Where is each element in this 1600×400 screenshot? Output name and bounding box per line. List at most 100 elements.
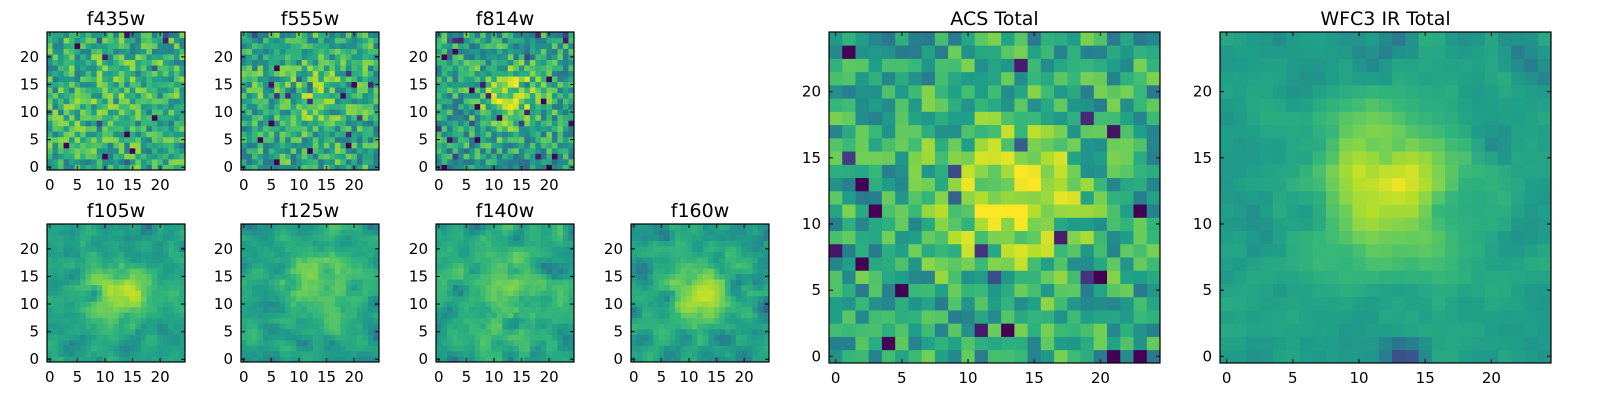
heatmap-cell (296, 87, 303, 94)
heatmap-cell (524, 48, 531, 55)
heatmap-cell (124, 136, 131, 143)
heatmap-cell (362, 87, 369, 94)
heatmap-cell (301, 32, 308, 38)
heatmap-cell (752, 323, 759, 330)
heatmap-cell (447, 87, 453, 94)
heatmap-cell (290, 147, 297, 154)
heatmap-cell (345, 224, 352, 230)
heatmap-cell (540, 279, 547, 286)
heatmap-cell (474, 317, 481, 324)
heatmap-cell (458, 268, 464, 275)
heatmap-cell (513, 262, 520, 269)
heatmap-cell (74, 153, 81, 160)
heatmap-cell (529, 350, 536, 357)
heatmap-cell (301, 114, 308, 121)
heatmap-cell (52, 125, 59, 132)
heatmap-cell (173, 32, 180, 38)
heatmap-cell (631, 240, 637, 247)
heatmap-cell (1093, 204, 1108, 218)
heatmap-cell (741, 240, 748, 247)
heatmap-cell (168, 32, 175, 38)
heatmap-cell (746, 251, 753, 258)
heatmap-cell (724, 246, 731, 252)
heatmap-cell (474, 334, 481, 341)
heatmap-cell (529, 284, 536, 291)
heatmap-cell (921, 190, 936, 205)
heatmap-cell (179, 334, 186, 341)
heatmap-cell (301, 120, 308, 127)
heatmap-cell (69, 334, 75, 341)
heatmap-cell (551, 87, 558, 94)
heatmap-cell (702, 246, 709, 252)
heatmap-cell (458, 295, 464, 302)
heatmap-cell (546, 142, 553, 149)
heatmap-cell (496, 356, 503, 363)
heatmap-cell (58, 59, 64, 66)
heatmap-cell (535, 334, 542, 341)
heatmap-cell (140, 268, 147, 275)
heatmap-cell (642, 240, 648, 247)
heatmap-cell (631, 268, 637, 275)
heatmap-cell (1001, 204, 1015, 218)
heatmap-cell (921, 349, 936, 364)
heatmap-cell (367, 147, 374, 154)
heatmap-cell (441, 301, 448, 308)
heatmap-cell (290, 262, 297, 269)
heatmap-cell (480, 268, 487, 275)
heatmap-cell (279, 323, 286, 330)
heatmap-cell (129, 37, 136, 44)
heatmap-cell (162, 70, 169, 77)
heatmap-cell (540, 229, 547, 236)
heatmap-cell (642, 224, 648, 230)
heatmap-cell (80, 98, 87, 105)
heatmap-cell (246, 295, 253, 302)
heatmap-cell (151, 345, 158, 352)
heatmap-cell (452, 290, 459, 297)
heatmap-cell (719, 240, 726, 247)
heatmap-cell (296, 114, 303, 121)
heatmap-cell (524, 164, 531, 171)
heatmap-cell (329, 54, 336, 60)
heatmap-cell (268, 103, 275, 110)
heatmap-cell (469, 120, 476, 127)
heatmap-cell (529, 32, 536, 38)
heatmap-cell (447, 43, 453, 49)
heatmap-cell (279, 339, 286, 346)
heatmap-cell (318, 273, 325, 280)
heatmap-cell (312, 76, 319, 83)
heatmap-cell (301, 70, 308, 77)
heatmap-cell (1133, 230, 1148, 245)
heatmap-cell (513, 120, 520, 127)
heatmap-cell (551, 114, 558, 121)
heatmap-cell (69, 48, 75, 55)
heatmap-cell (301, 229, 308, 236)
heatmap-cell (173, 37, 180, 44)
heatmap-cell (540, 59, 547, 66)
heatmap-cell (551, 312, 558, 319)
heatmap-cell (356, 109, 363, 116)
heatmap-cell (52, 164, 59, 171)
heatmap-cell (47, 65, 53, 72)
y-tick-label: 0 (29, 350, 39, 368)
heatmap-cell (502, 235, 509, 241)
heatmap-cell (568, 43, 575, 49)
heatmap-cell (146, 312, 153, 319)
x-tick-label: 20 (540, 176, 559, 194)
heatmap-cell (974, 243, 989, 258)
heatmap-cell (307, 76, 314, 83)
heatmap-cell (362, 164, 369, 171)
heatmap-cell (987, 283, 1002, 298)
heatmap-cell (757, 350, 764, 357)
heatmap-cell (524, 317, 531, 324)
heatmap-cell (469, 268, 476, 275)
heatmap-cell (491, 65, 498, 72)
heatmap-cell (179, 345, 186, 352)
heatmap-cell (987, 164, 1002, 179)
heatmap-cell (752, 279, 759, 286)
heatmap-cell (274, 32, 281, 38)
heatmap-cell (669, 328, 676, 335)
heatmap-cell (540, 81, 547, 88)
heatmap-cell (274, 317, 281, 324)
heatmap-cell (351, 92, 358, 99)
heatmap-cell (63, 284, 70, 291)
